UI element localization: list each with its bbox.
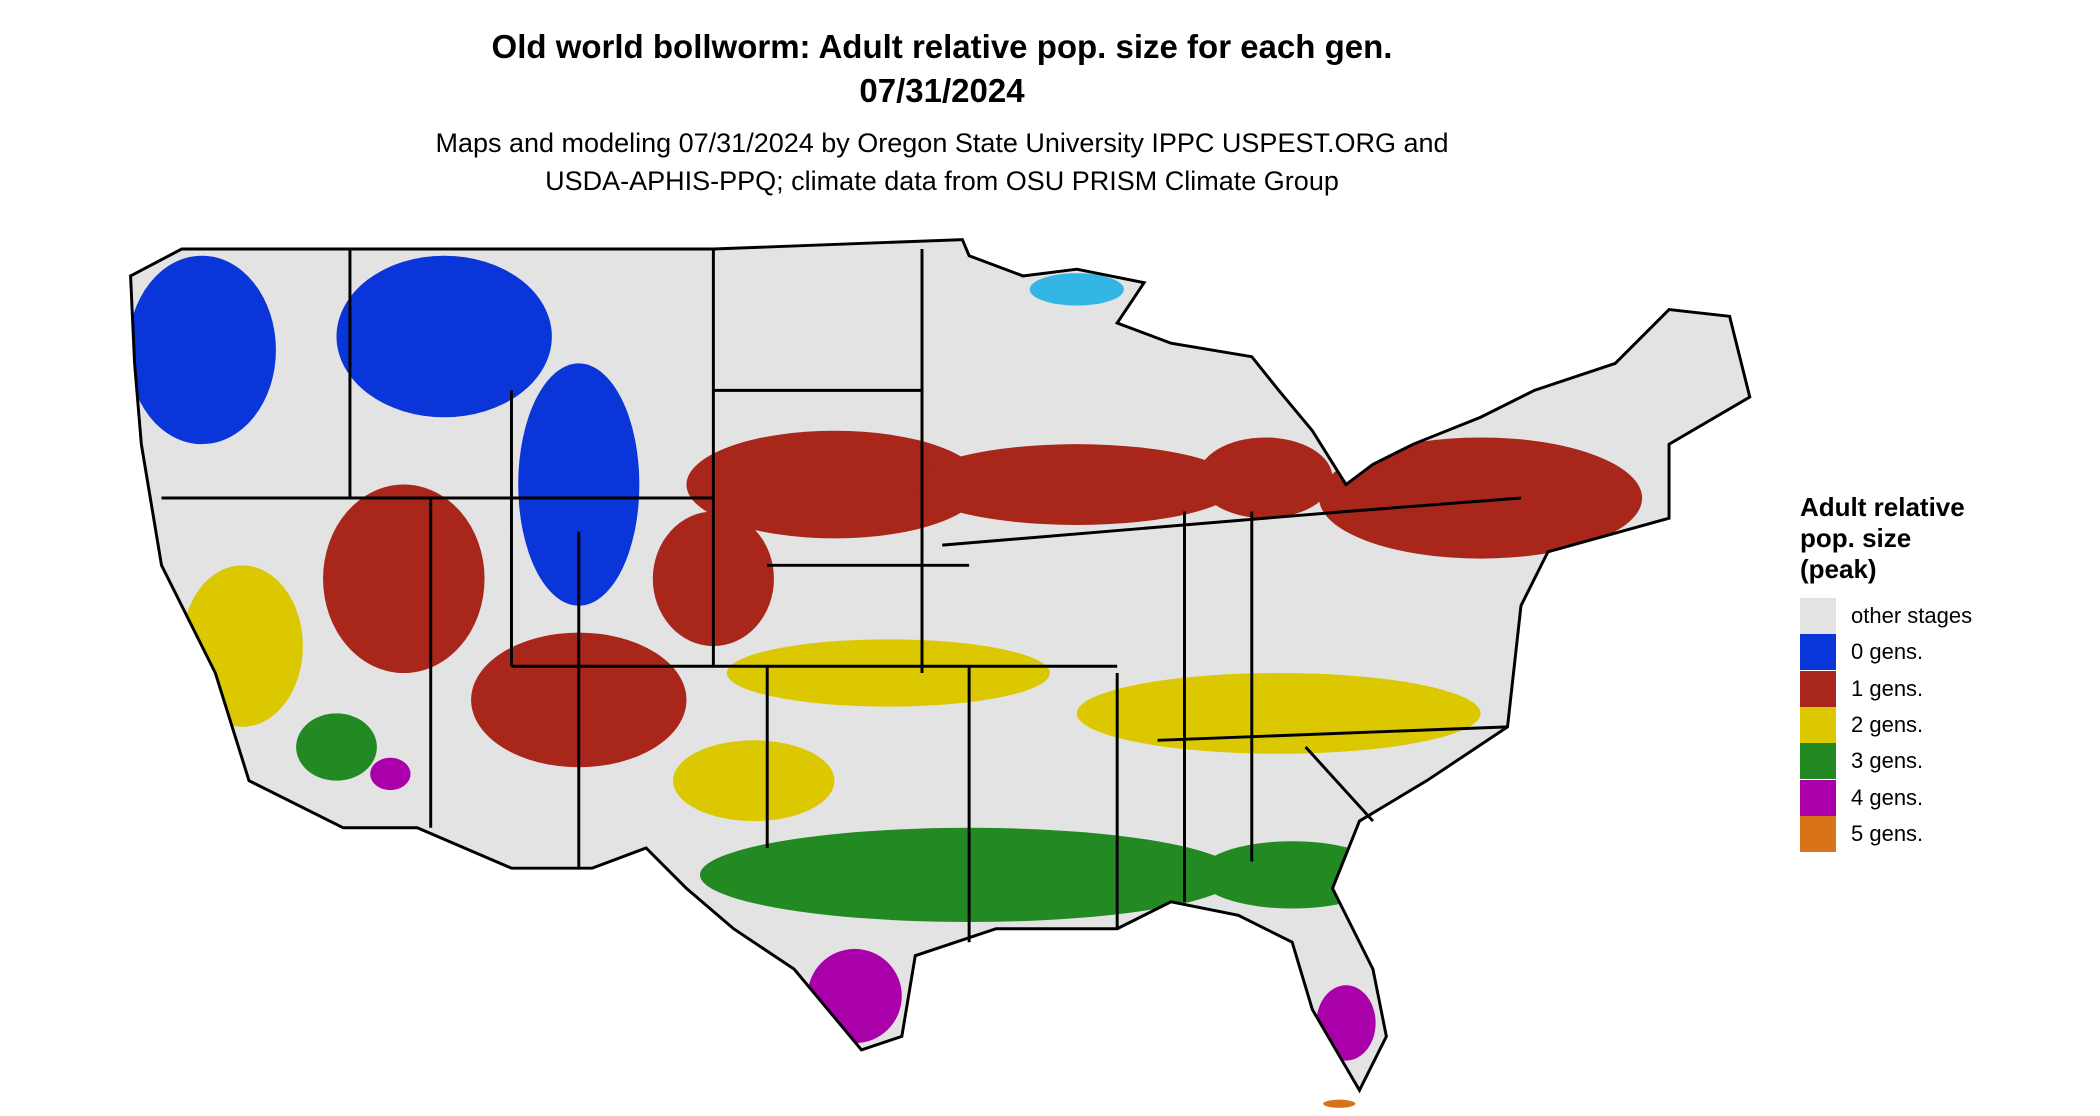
zone	[181, 565, 303, 727]
zone	[323, 484, 485, 673]
legend-label: 1 gens.	[1851, 675, 1924, 701]
map-date: 07/31/2024	[859, 72, 1025, 109]
legend-label: other stages	[1851, 603, 1973, 628]
legend-swatch	[1800, 598, 1836, 634]
zone	[518, 363, 640, 606]
legend-label: 3 gens.	[1851, 748, 1924, 774]
zone	[1197, 437, 1333, 519]
zone	[336, 255, 552, 418]
legend-swatch	[1800, 815, 1836, 852]
map-title: Old world bollworm: Adult relative pop. …	[491, 28, 1393, 65]
legend-swatch	[1800, 743, 1836, 780]
zone	[686, 430, 983, 539]
legend-swatch	[1800, 779, 1836, 816]
subtitle: Maps and modeling 07/31/2024 by Oregon S…	[435, 128, 1449, 158]
subtitle: USDA-APHIS-PPQ; climate data from OSU PR…	[545, 166, 1339, 196]
legend-label: 4 gens.	[1851, 784, 1924, 810]
zone	[1076, 673, 1481, 754]
zone	[130, 255, 276, 445]
zone	[726, 639, 1050, 707]
zone	[1323, 1099, 1356, 1108]
legend-swatch	[1800, 634, 1836, 671]
zone	[1319, 437, 1643, 559]
legend-swatch	[1800, 706, 1836, 743]
legend-title: pop. size	[1800, 523, 1912, 553]
legend-title: Adult relative	[1800, 492, 1965, 522]
zone	[370, 757, 411, 791]
state-borders	[129, 238, 1752, 1092]
legend-title: (peak)	[1800, 554, 1877, 584]
lake	[1029, 273, 1124, 306]
legend-label: 5 gens.	[1851, 820, 1924, 846]
zone	[915, 444, 1239, 525]
legend-label: 2 gens.	[1851, 711, 1924, 737]
legend-swatch	[1800, 670, 1836, 707]
zone	[296, 713, 377, 781]
zone	[1316, 985, 1376, 1061]
legend-label: 0 gens.	[1851, 639, 1924, 665]
zone	[673, 740, 835, 822]
zone	[807, 948, 902, 1044]
zone	[1197, 841, 1387, 909]
